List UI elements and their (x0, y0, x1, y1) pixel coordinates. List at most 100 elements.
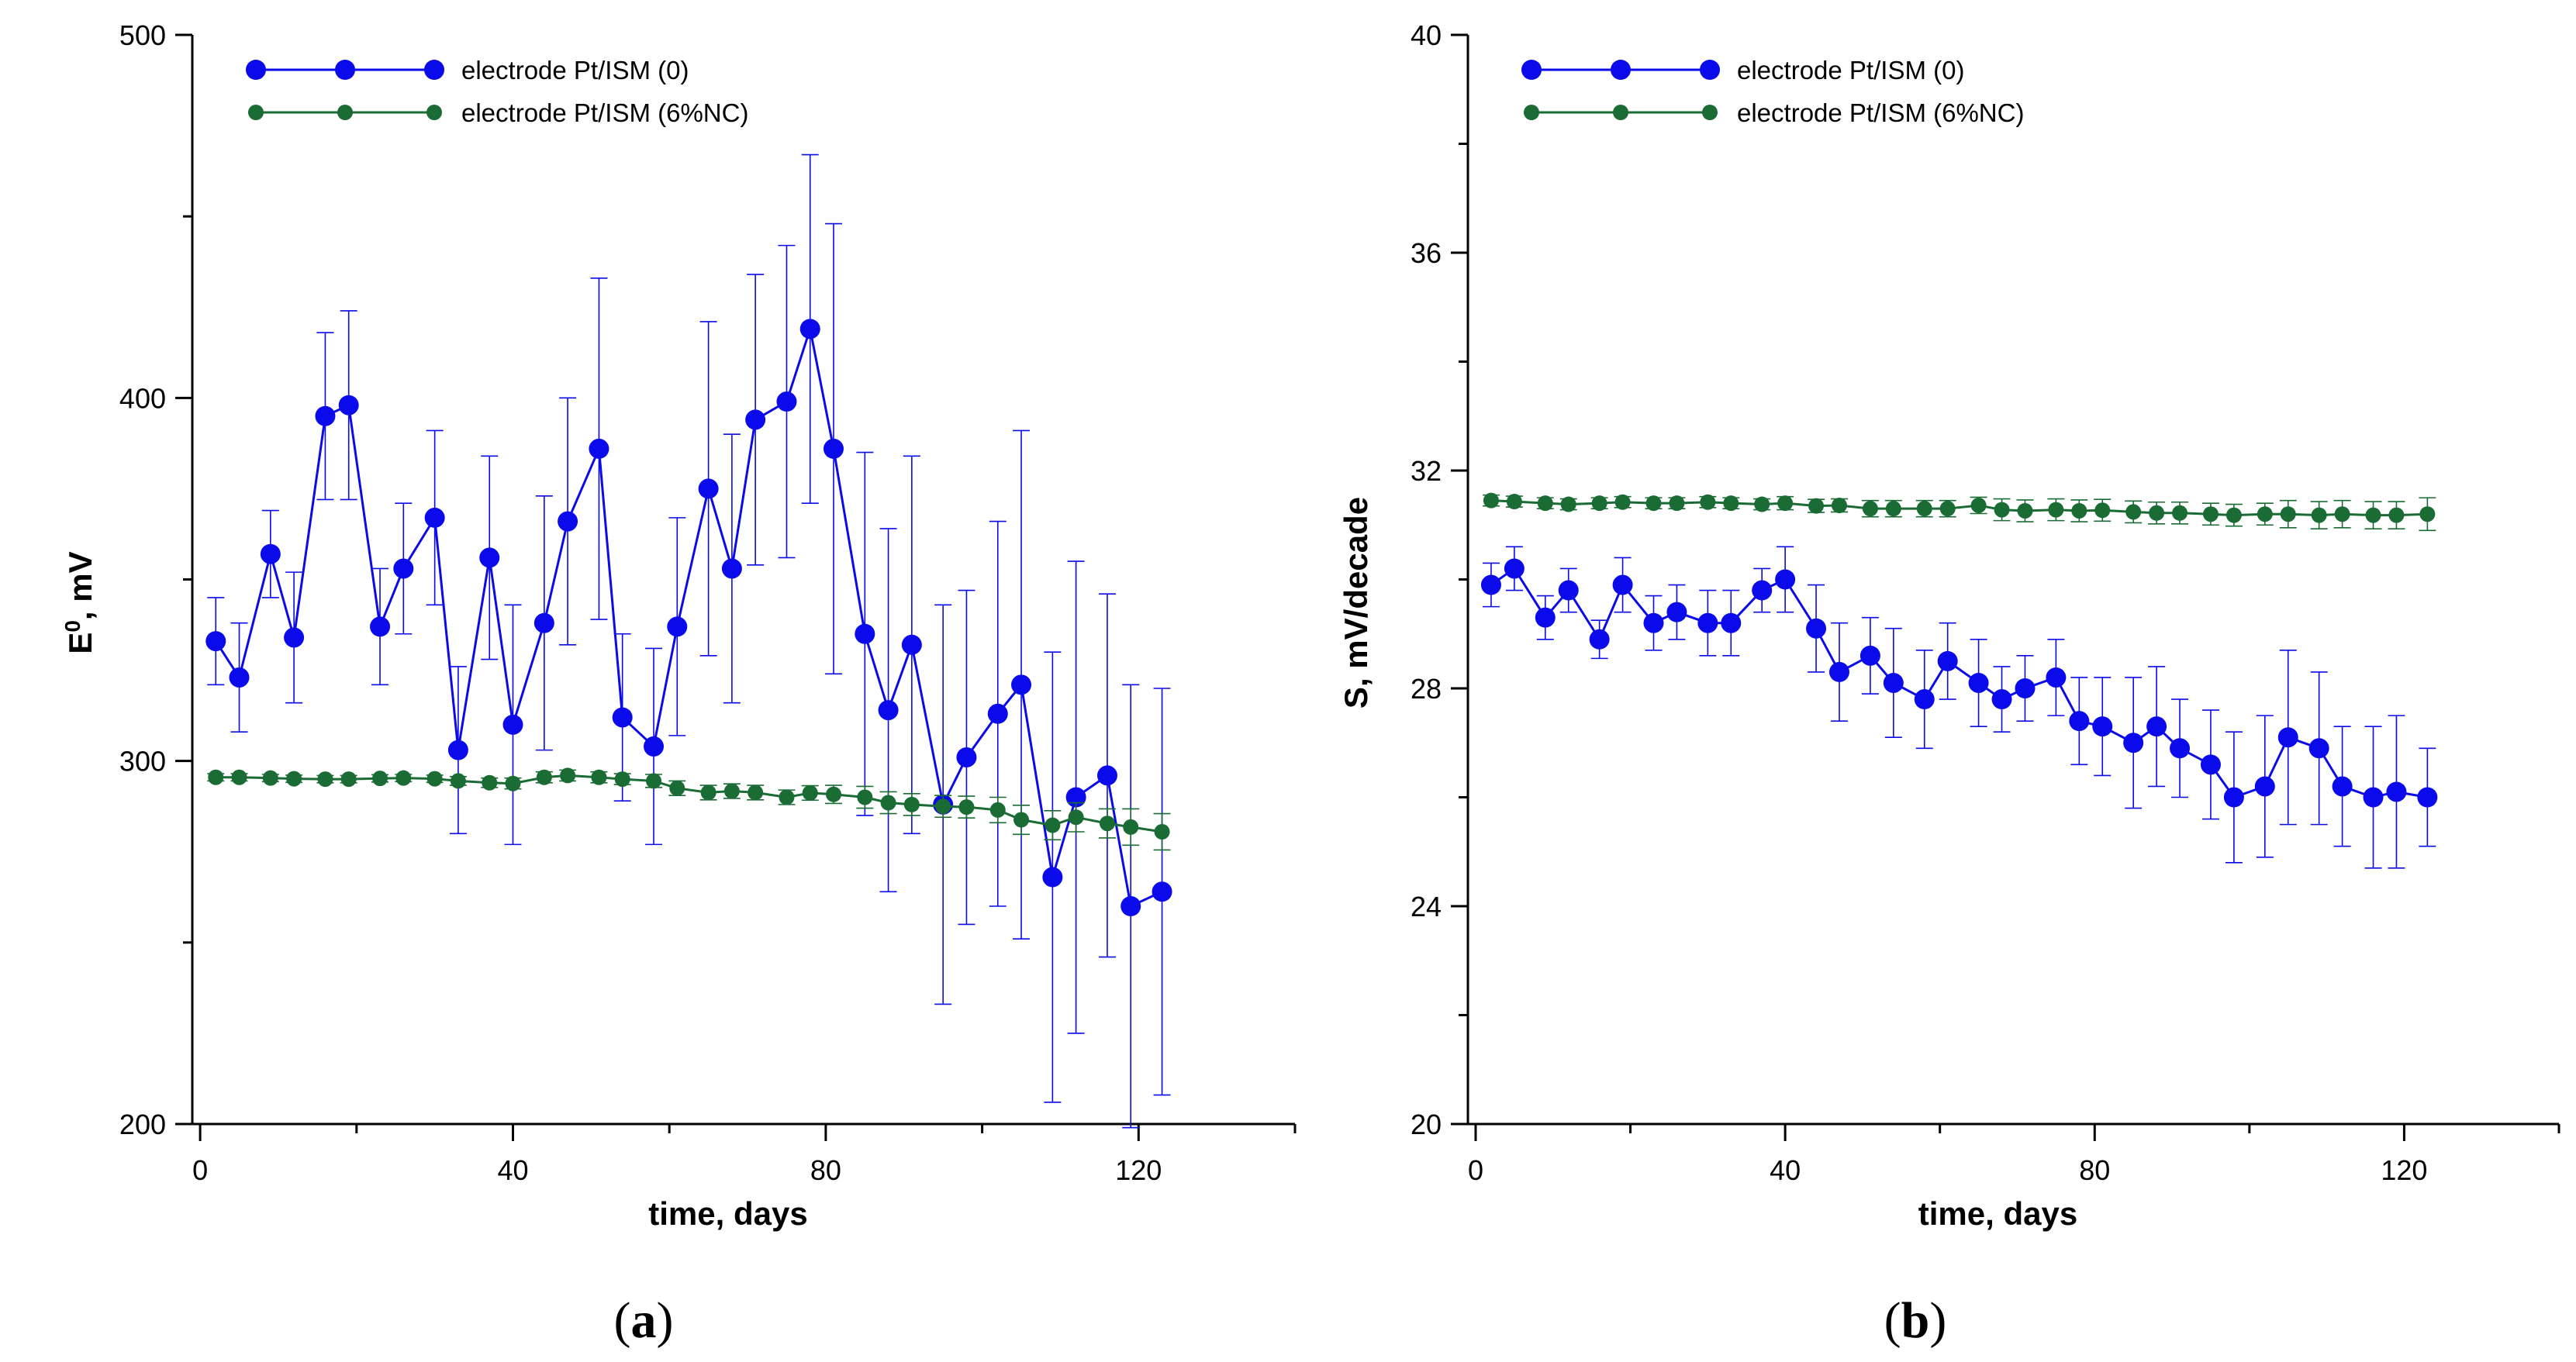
data-point (2308, 738, 2329, 759)
data-point (1045, 817, 1061, 833)
data-point (534, 612, 554, 633)
data-point (502, 714, 523, 735)
data-point (1591, 495, 1607, 512)
x-tick-label: 80 (810, 1154, 841, 1186)
data-point (901, 634, 922, 655)
x-tick-label: 120 (2381, 1154, 2427, 1186)
data-point (958, 799, 975, 815)
panel-b: 0 40 80 120 20 24 28 32 36 40 time, days S, mV/deca… (1338, 19, 2560, 1349)
legend-marker (1521, 60, 1542, 80)
data-point (1480, 574, 1501, 595)
data-point (2071, 502, 2087, 519)
data-point (1121, 896, 1141, 916)
data-point (1916, 501, 1932, 517)
series-blue (205, 153, 1172, 1129)
data-point (1013, 812, 1030, 828)
data-point (644, 736, 665, 757)
data-point (2417, 787, 2438, 808)
x-tick-label: 120 (1115, 1154, 1162, 1186)
data-point (1808, 498, 1825, 514)
data-point (698, 478, 719, 499)
data-point (260, 543, 281, 564)
y-axis-title: E0, mV (60, 551, 99, 653)
data-point (799, 319, 820, 340)
y-tick-label: 20 (1411, 1109, 1442, 1140)
data-point (1885, 501, 1901, 517)
data-point (2069, 711, 2090, 732)
data-point (2363, 787, 2384, 808)
data-point (560, 767, 576, 784)
data-point (721, 558, 742, 579)
data-point (2202, 506, 2219, 522)
legend-marker (1702, 105, 1718, 120)
data-point (1483, 492, 1499, 509)
data-point (286, 771, 302, 787)
y-tick-label: 200 (119, 1109, 166, 1140)
x-tick-label: 0 (1468, 1154, 1483, 1186)
data-point (1937, 650, 1958, 671)
legend-label: electrode Pt/ISM (6%NC) (1737, 98, 2024, 127)
data-point (1614, 494, 1631, 510)
legend-entry: electrode Pt/ISM (0) (246, 56, 689, 84)
data-point (591, 769, 607, 785)
data-point (1914, 689, 1935, 710)
panel-label: (a) (614, 1292, 674, 1349)
data-point (395, 770, 412, 786)
data-point (505, 775, 521, 791)
legend-marker (1524, 105, 1539, 120)
data-point (1862, 501, 1878, 517)
data-point (1752, 580, 1773, 601)
data-point (1859, 645, 1880, 666)
data-point (987, 703, 1008, 724)
data-point (2386, 781, 2407, 802)
panel-label: (b) (1884, 1292, 1947, 1349)
data-point (315, 405, 336, 426)
data-point (1099, 815, 1115, 832)
x-tick-label: 40 (497, 1154, 528, 1186)
y-tick-label: 32 (1411, 455, 1442, 487)
data-point (2146, 716, 2167, 737)
data-point (317, 771, 333, 788)
legend-marker (248, 105, 264, 120)
data-point (208, 769, 224, 785)
data-point (2311, 507, 2327, 523)
data-point (450, 773, 466, 789)
data-point (1504, 558, 1525, 579)
data-point (1560, 496, 1576, 512)
legend-label: electrode Pt/ISM (6%NC) (461, 98, 748, 127)
data-point (340, 771, 357, 788)
data-point (669, 780, 685, 796)
series-green (1482, 492, 2436, 532)
data-point (2149, 505, 2165, 521)
data-point (1775, 569, 1796, 590)
legend-entry: electrode Pt/ISM (0) (1521, 56, 1964, 84)
data-point (229, 667, 250, 688)
data-point (2365, 507, 2381, 523)
data-point (935, 798, 951, 815)
data-point (2017, 502, 2033, 519)
data-point (2257, 506, 2273, 522)
y-tick-label: 300 (119, 746, 166, 778)
data-point (205, 631, 226, 652)
data-point (424, 507, 445, 528)
data-point (536, 769, 552, 785)
data-point (558, 511, 578, 532)
data-point (723, 783, 740, 799)
x-tick-label: 40 (1770, 1154, 1801, 1186)
data-point (1754, 496, 1770, 512)
legend-label: electrode Pt/ISM (0) (461, 56, 689, 84)
y-tick-label: 36 (1411, 237, 1442, 269)
data-point (903, 796, 920, 812)
data-point (2254, 776, 2275, 797)
data-point (1994, 502, 2010, 518)
data-point (479, 547, 500, 568)
data-point (779, 789, 795, 805)
data-point (1535, 607, 1556, 628)
data-point (2094, 502, 2111, 519)
data-point (1828, 661, 1849, 682)
data-point (1831, 497, 1847, 513)
data-point (700, 784, 717, 801)
data-point (2046, 667, 2067, 688)
data-point (447, 740, 468, 760)
data-point (262, 770, 278, 786)
